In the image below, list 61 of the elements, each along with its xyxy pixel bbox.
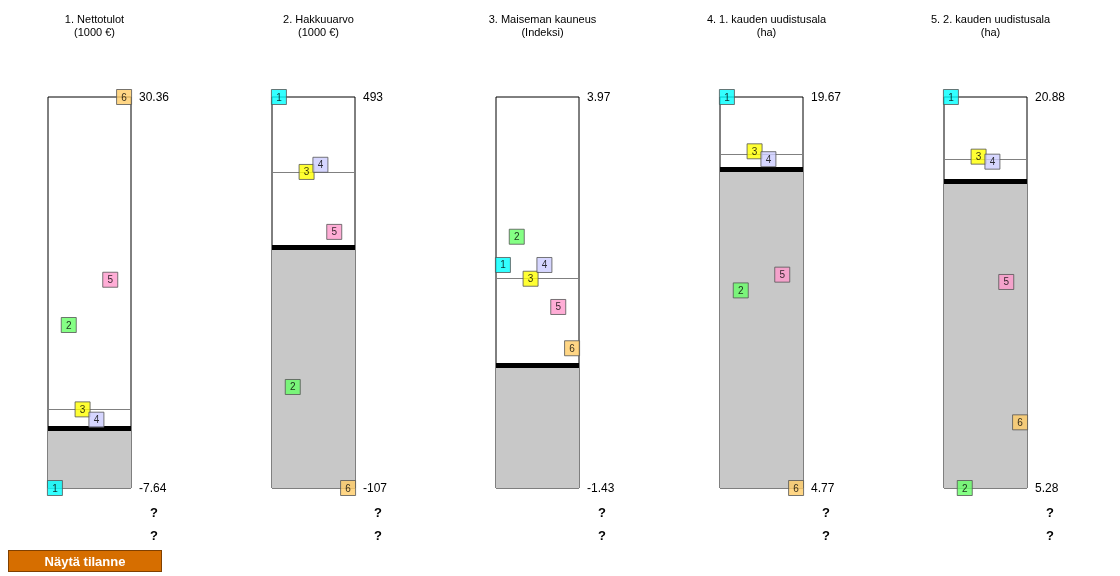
chart-subtitle: (ha) (980, 25, 1001, 38)
series-label: 3 (751, 145, 758, 157)
series-label: 6 (121, 91, 128, 103)
chart-title: 2. Hakkuuarvo (283, 12, 354, 25)
series-label: 5 (331, 226, 338, 238)
series-label: 1 (276, 91, 283, 103)
series-label: 3 (527, 273, 534, 285)
series-label: 6 (1017, 416, 1024, 428)
series-label: 3 (303, 166, 310, 178)
y-tick-label: 19.67 (811, 90, 842, 104)
series-label: 6 (793, 482, 800, 494)
text: ? (598, 505, 606, 520)
series-label: 1 (500, 259, 507, 271)
text: ? (822, 528, 830, 543)
y-tick-label: 493 (363, 90, 384, 104)
y-tick-label: -107 (363, 481, 388, 495)
button[interactable]: Näytä tilanne (8, 550, 162, 572)
series-label: 2 (513, 231, 520, 243)
y-tick-label: -7.64 (139, 481, 167, 495)
series-label: 2 (961, 482, 968, 494)
y-tick-label: -1.43 (587, 481, 615, 495)
series-label: 5 (779, 269, 786, 281)
series-label: 1 (724, 91, 731, 103)
series-label: 6 (569, 342, 576, 354)
chart-title: 5. 2. kauden uudistusala (930, 12, 1051, 25)
text: ? (598, 528, 606, 543)
text: ? (1046, 528, 1054, 543)
series-label: 4 (93, 414, 100, 426)
series-label: 1 (52, 482, 59, 494)
series-label: 3 (975, 151, 982, 163)
chart-title: 4. 1. kauden uudistusala (706, 12, 827, 25)
series-label: 4 (317, 159, 324, 171)
chart-subtitle: (1000 €) (74, 25, 115, 38)
series-label: 5 (1003, 276, 1010, 288)
series-label: 4 (765, 153, 772, 165)
text: ? (822, 505, 830, 520)
y-tick-label: 30.36 (139, 90, 170, 104)
series-label: 2 (737, 284, 744, 296)
chart-subtitle: (ha) (756, 25, 777, 38)
series-label: 5 (555, 301, 562, 313)
y-tick-label: 20.88 (1035, 90, 1066, 104)
chart-subtitle: (Indeksi) (521, 25, 564, 38)
text: ? (374, 505, 382, 520)
chart-title: 1. Nettotulot (64, 12, 125, 25)
series-label: 4 (989, 156, 996, 168)
series-label: 5 (107, 274, 114, 286)
series-label: 4 (541, 259, 548, 271)
text: ? (150, 528, 158, 543)
text: ? (150, 505, 158, 520)
text: ? (374, 528, 382, 543)
series-label: 1 (948, 91, 955, 103)
series-label: 2 (65, 319, 72, 331)
y-tick-label: 3.97 (587, 90, 611, 104)
series-label: 6 (345, 482, 352, 494)
chart-subtitle: (1000 €) (298, 25, 339, 38)
chart-title: 3. Maiseman kauneus (488, 12, 597, 25)
y-tick-label: 5.28 (1035, 481, 1059, 495)
y-tick-label: 4.77 (811, 481, 835, 495)
series-label: 3 (79, 403, 86, 415)
text: ? (1046, 505, 1054, 520)
series-label: 2 (289, 381, 296, 393)
